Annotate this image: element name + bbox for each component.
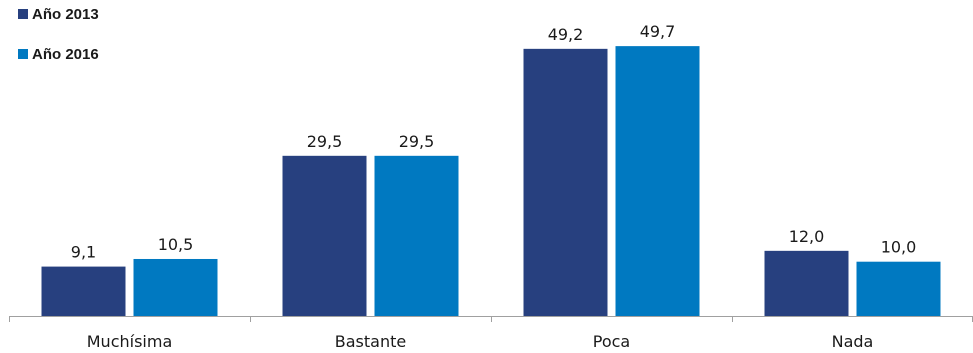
bars-group xyxy=(41,46,941,317)
category-label-nada: Nada xyxy=(832,332,874,351)
value-label-muchísima-0: 9,1 xyxy=(71,243,96,262)
value-label-muchísima-1: 10,5 xyxy=(158,235,194,254)
bar-poca-0 xyxy=(523,48,608,317)
legend-item-2013: Año 2013 xyxy=(18,4,99,24)
bar-muchísima-0 xyxy=(41,266,126,316)
x-axis xyxy=(9,316,973,322)
bar-bastante-0 xyxy=(282,155,367,316)
value-label-bastante-0: 29,5 xyxy=(307,132,343,151)
category-label-muchísima: Muchísima xyxy=(87,332,173,351)
legend-label-2016: Año 2016 xyxy=(32,45,99,63)
bar-nada-0 xyxy=(764,250,849,316)
category-label-bastante: Bastante xyxy=(335,332,406,351)
bar-nada-1 xyxy=(856,261,941,316)
value-label-bastante-1: 29,5 xyxy=(399,132,435,151)
bar-poca-1 xyxy=(615,46,700,317)
legend: Año 2013 Año 2016 xyxy=(18,4,99,84)
bar-muchísima-1 xyxy=(133,258,218,316)
value-label-nada-0: 12,0 xyxy=(789,227,825,246)
value-label-poca-1: 49,7 xyxy=(640,22,676,41)
value-labels-group: 9,1 10,5 29,5 29,5 49,2 49,7 12,0 10,0 xyxy=(71,22,917,261)
legend-swatch-2013 xyxy=(18,9,28,19)
legend-swatch-2016 xyxy=(18,49,28,59)
category-labels-group: Muchísima Bastante Poca Nada xyxy=(87,332,874,351)
legend-item-2016: Año 2016 xyxy=(18,44,99,64)
legend-label-2013: Año 2013 xyxy=(32,5,99,23)
category-label-poca: Poca xyxy=(593,332,630,351)
value-label-poca-0: 49,2 xyxy=(548,25,584,44)
bar-bastante-1 xyxy=(374,155,459,316)
value-label-nada-1: 10,0 xyxy=(881,238,917,257)
